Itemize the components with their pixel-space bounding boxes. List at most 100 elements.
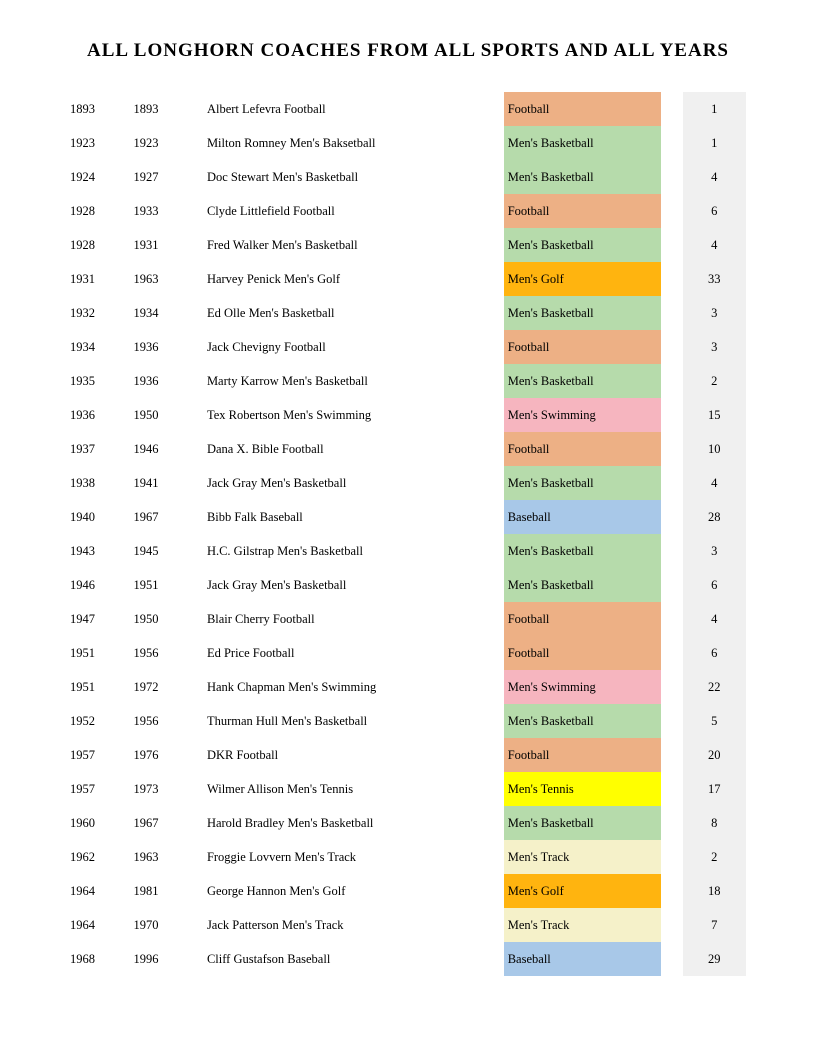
end-year: 1996: [133, 942, 196, 976]
coach-name: Milton Romney Men's Baksetball: [197, 126, 483, 160]
start-year: 1936: [70, 398, 133, 432]
gap: [483, 500, 504, 534]
table-row: 19621963Froggie Lovvern Men's TrackMen's…: [70, 840, 746, 874]
end-year: 1923: [133, 126, 196, 160]
years-count: 1: [683, 92, 747, 126]
coach-name: Doc Stewart Men's Basketball: [197, 160, 483, 194]
coach-name: Ed Olle Men's Basketball: [197, 296, 483, 330]
coach-name: Marty Karrow Men's Basketball: [197, 364, 483, 398]
coach-name: Bibb Falk Baseball: [197, 500, 483, 534]
coach-name: Fred Walker Men's Basketball: [197, 228, 483, 262]
gap: [483, 228, 504, 262]
end-year: 1936: [133, 330, 196, 364]
coach-name: Harvey Penick Men's Golf: [197, 262, 483, 296]
table-row: 19281931Fred Walker Men's BasketballMen'…: [70, 228, 746, 262]
gap: [661, 738, 682, 772]
gap: [483, 772, 504, 806]
coach-name: H.C. Gilstrap Men's Basketball: [197, 534, 483, 568]
years-count: 29: [683, 942, 747, 976]
start-year: 1968: [70, 942, 133, 976]
years-count: 18: [683, 874, 747, 908]
years-count: 2: [683, 840, 747, 874]
coach-name: Dana X. Bible Football: [197, 432, 483, 466]
years-count: 33: [683, 262, 747, 296]
sport-cell: Men's Swimming: [504, 398, 662, 432]
coach-name: Clyde Littlefield Football: [197, 194, 483, 228]
sport-cell: Football: [504, 194, 662, 228]
table-row: 19281933Clyde Littlefield FootballFootba…: [70, 194, 746, 228]
gap: [661, 704, 682, 738]
coach-name: Tex Robertson Men's Swimming: [197, 398, 483, 432]
years-count: 7: [683, 908, 747, 942]
end-year: 1973: [133, 772, 196, 806]
start-year: 1937: [70, 432, 133, 466]
coach-name: Jack Gray Men's Basketball: [197, 466, 483, 500]
coach-name: Jack Chevigny Football: [197, 330, 483, 364]
gap: [661, 806, 682, 840]
gap: [483, 262, 504, 296]
years-count: 22: [683, 670, 747, 704]
end-year: 1945: [133, 534, 196, 568]
years-count: 5: [683, 704, 747, 738]
table-row: 19521956Thurman Hull Men's BasketballMen…: [70, 704, 746, 738]
end-year: 1933: [133, 194, 196, 228]
end-year: 1963: [133, 262, 196, 296]
years-count: 2: [683, 364, 747, 398]
table-row: 19681996Cliff Gustafson BaseballBaseball…: [70, 942, 746, 976]
years-count: 3: [683, 296, 747, 330]
end-year: 1950: [133, 602, 196, 636]
sport-cell: Men's Basketball: [504, 534, 662, 568]
end-year: 1956: [133, 636, 196, 670]
start-year: 1951: [70, 636, 133, 670]
sport-cell: Men's Swimming: [504, 670, 662, 704]
years-count: 4: [683, 228, 747, 262]
table-row: 19341936Jack Chevigny FootballFootball3: [70, 330, 746, 364]
years-count: 3: [683, 330, 747, 364]
end-year: 1893: [133, 92, 196, 126]
start-year: 1932: [70, 296, 133, 330]
end-year: 1946: [133, 432, 196, 466]
sport-cell: Men's Basketball: [504, 568, 662, 602]
sport-cell: Football: [504, 602, 662, 636]
gap: [661, 194, 682, 228]
gap: [483, 534, 504, 568]
table-row: 18931893Albert Lefevra FootballFootball1: [70, 92, 746, 126]
start-year: 1957: [70, 738, 133, 772]
coach-name: Jack Patterson Men's Track: [197, 908, 483, 942]
sport-cell: Baseball: [504, 500, 662, 534]
sport-cell: Baseball: [504, 942, 662, 976]
coach-name: Jack Gray Men's Basketball: [197, 568, 483, 602]
start-year: 1946: [70, 568, 133, 602]
sport-cell: Football: [504, 636, 662, 670]
years-count: 17: [683, 772, 747, 806]
years-count: 3: [683, 534, 747, 568]
gap: [661, 228, 682, 262]
sport-cell: Men's Tennis: [504, 772, 662, 806]
end-year: 1931: [133, 228, 196, 262]
start-year: 1962: [70, 840, 133, 874]
gap: [661, 398, 682, 432]
gap: [661, 126, 682, 160]
gap: [483, 568, 504, 602]
years-count: 4: [683, 160, 747, 194]
table-row: 19231923Milton Romney Men's BaksetballMe…: [70, 126, 746, 160]
table-row: 19321934Ed Olle Men's BasketballMen's Ba…: [70, 296, 746, 330]
start-year: 1934: [70, 330, 133, 364]
sport-cell: Men's Basketball: [504, 704, 662, 738]
gap: [661, 908, 682, 942]
end-year: 1936: [133, 364, 196, 398]
table-row: 19241927Doc Stewart Men's BasketballMen'…: [70, 160, 746, 194]
coach-name: Wilmer Allison Men's Tennis: [197, 772, 483, 806]
end-year: 1956: [133, 704, 196, 738]
years-count: 4: [683, 602, 747, 636]
sport-cell: Men's Basketball: [504, 228, 662, 262]
table-row: 19401967Bibb Falk BaseballBaseball28: [70, 500, 746, 534]
coach-name: George Hannon Men's Golf: [197, 874, 483, 908]
gap: [661, 364, 682, 398]
coach-name: Froggie Lovvern Men's Track: [197, 840, 483, 874]
gap: [483, 126, 504, 160]
gap: [483, 466, 504, 500]
years-count: 6: [683, 636, 747, 670]
years-count: 4: [683, 466, 747, 500]
coach-name: Ed Price Football: [197, 636, 483, 670]
